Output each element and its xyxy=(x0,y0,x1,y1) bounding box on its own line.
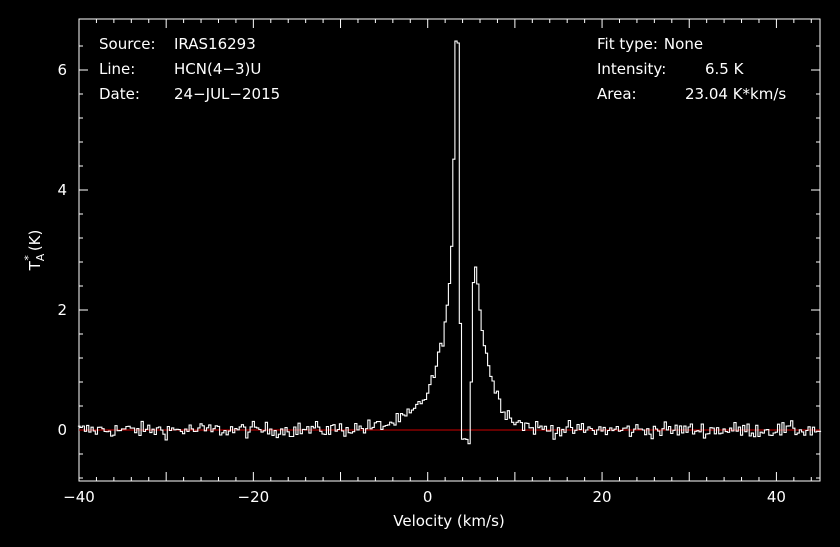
fit-row: Fit type: None xyxy=(597,32,786,57)
source-row: Source: IRAS16293 xyxy=(99,32,280,57)
x-tick-label: −40 xyxy=(63,488,95,506)
y-tick-label: 6 xyxy=(57,61,67,79)
line-row: Line: HCN(4−3)U xyxy=(99,57,280,82)
tick-labels: −40 −20 0 20 40 0 2 4 6 xyxy=(57,61,786,506)
spectrum-info-left: Source: IRAS16293 Line: HCN(4−3)U Date: 24−… xyxy=(99,32,280,107)
area-value: 23.04 K*km/s xyxy=(685,85,787,103)
source-value: IRAS16293 xyxy=(174,35,256,53)
fit-label: Fit type: xyxy=(597,35,658,53)
y-axis-label: TA* (K) xyxy=(22,230,47,272)
date-row: Date: 24−JUL−2015 xyxy=(99,82,280,107)
intensity-value: 6.5 K xyxy=(705,60,744,78)
svg-text:TA*(K): TA* (K) xyxy=(22,230,47,272)
y-axis-label-unit: (K) xyxy=(26,230,44,252)
plot-frame xyxy=(78,18,821,482)
axis-ticks xyxy=(78,19,820,481)
intensity-label: Intensity: xyxy=(597,60,667,78)
y-axis-label-main: T xyxy=(26,260,44,271)
fit-value: None xyxy=(663,35,704,53)
y-axis-label-sub: A xyxy=(34,253,47,261)
line-label: Line: xyxy=(99,60,136,78)
area-label: Area: xyxy=(597,85,637,103)
intensity-row: Intensity: 6.5 K xyxy=(597,57,786,82)
spectrum-info-right: Fit type: None Intensity: 6.5 K Area: 23.04… xyxy=(597,32,786,107)
spectrum-line xyxy=(77,40,822,445)
y-axis-label-sup: * xyxy=(22,255,35,261)
x-tick-label: 20 xyxy=(593,488,612,506)
date-label: Date: xyxy=(99,85,140,103)
area-row: Area: 23.04 K*km/s xyxy=(597,82,786,107)
y-tick-label: 0 xyxy=(57,421,67,439)
y-tick-label: 2 xyxy=(57,301,67,319)
date-value: 24−JUL−2015 xyxy=(174,85,281,103)
line-value: HCN(4−3)U xyxy=(174,60,262,78)
x-tick-label: 40 xyxy=(767,488,786,506)
x-axis-label: Velocity (km/s) xyxy=(393,512,504,530)
x-tick-label: −20 xyxy=(238,488,270,506)
y-tick-label: 4 xyxy=(57,181,67,199)
source-label: Source: xyxy=(99,35,156,53)
x-tick-label: 0 xyxy=(423,488,433,506)
